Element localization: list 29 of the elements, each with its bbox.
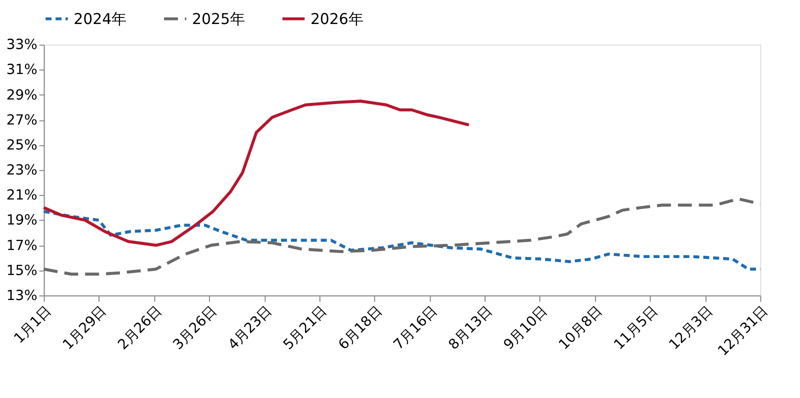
legend-label: 2024年 xyxy=(74,10,127,28)
x-tick-label: 12月3日 xyxy=(666,303,716,354)
y-tick-label: 23% xyxy=(6,162,38,179)
x-tick-label: 9月10日 xyxy=(500,303,551,354)
x-tick-label: 3月26日 xyxy=(170,303,220,354)
x-tick-label: 11月5日 xyxy=(611,303,662,354)
y-tick-label: 33% xyxy=(6,37,38,54)
x-tick-label: 1月29日 xyxy=(60,303,110,354)
x-tick-label: 4月23日 xyxy=(225,303,276,354)
y-tick-label: 31% xyxy=(6,62,38,78)
y-tick-label: 15% xyxy=(6,262,38,279)
x-tick-label: 2月26日 xyxy=(115,303,166,354)
x-tick-label: 8月13日 xyxy=(446,303,496,354)
y-tick-label: 13% xyxy=(6,288,38,304)
y-tick-label: 19% xyxy=(6,212,38,229)
line-series xyxy=(42,100,470,247)
legend-label: 2025年 xyxy=(192,10,245,28)
x-tick-label: 5月21日 xyxy=(280,303,330,354)
x-tick-label: 1月1日 xyxy=(11,303,55,347)
y-tick-label: 17% xyxy=(6,238,38,254)
legend-label: 2026年 xyxy=(310,10,364,28)
x-tick-label: 6月18日 xyxy=(336,303,386,354)
y-tick-label: 21% xyxy=(6,188,38,204)
x-tick-label: 7月16日 xyxy=(390,303,441,354)
y-tick-label: 29% xyxy=(6,87,38,104)
y-tick-label: 27% xyxy=(6,112,38,128)
x-tick-label: 12月31日 xyxy=(715,303,772,360)
y-tick-label: 25% xyxy=(6,137,38,154)
x-tick-label: 10月8日 xyxy=(556,303,606,354)
